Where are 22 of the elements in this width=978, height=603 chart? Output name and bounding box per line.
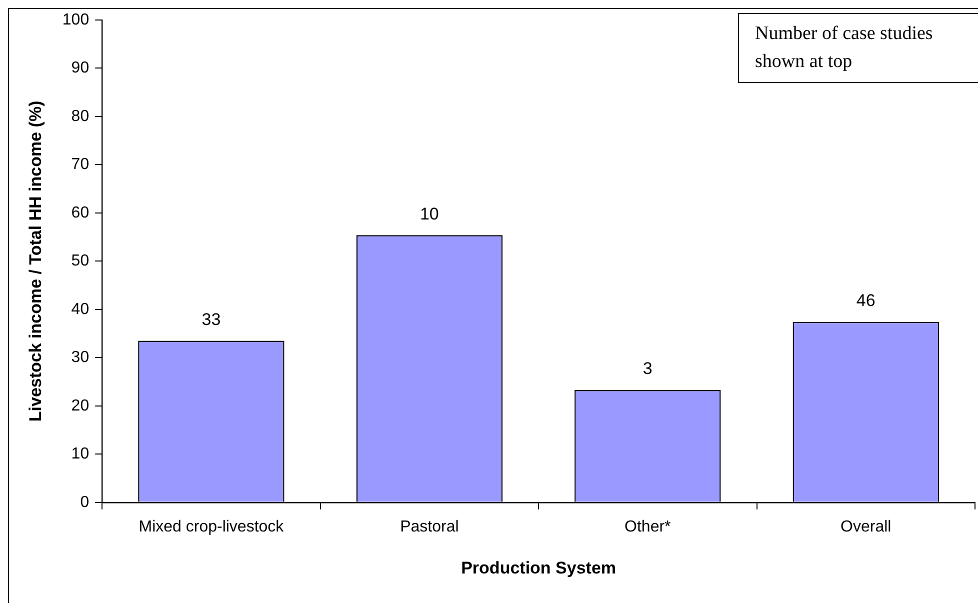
y-tick-label: 40 [71,300,90,318]
x-tick-label: Pastoral [400,518,459,536]
y-tick-label: 50 [71,252,90,270]
x-tick-label: Overall [840,518,892,536]
x-tick-label: Other* [624,518,671,536]
y-tick-label: 100 [62,11,90,28]
annotation: 46 [856,291,876,310]
annotation: 3 [642,359,652,378]
y-tick-label: 90 [71,60,90,77]
x-axis-title: Production System [461,558,616,578]
annotation: 10 [420,204,439,224]
y-tick-label: 30 [71,349,90,366]
y-tick-label: 0 [80,494,90,511]
y-tick-label: 10 [71,446,90,463]
y-tick-label: 80 [71,108,90,125]
note-box: Number of case studies shown at top [738,13,978,83]
y-tick-label: 20 [71,397,90,414]
y-tick-label: 70 [71,156,90,174]
annotation: 33 [202,310,221,329]
y-axis-title: Livestock income / Total HH income (%) [26,100,45,422]
x-tick-label: Mixed crop-livestock [138,518,285,536]
y-tick-label: 60 [71,204,90,222]
